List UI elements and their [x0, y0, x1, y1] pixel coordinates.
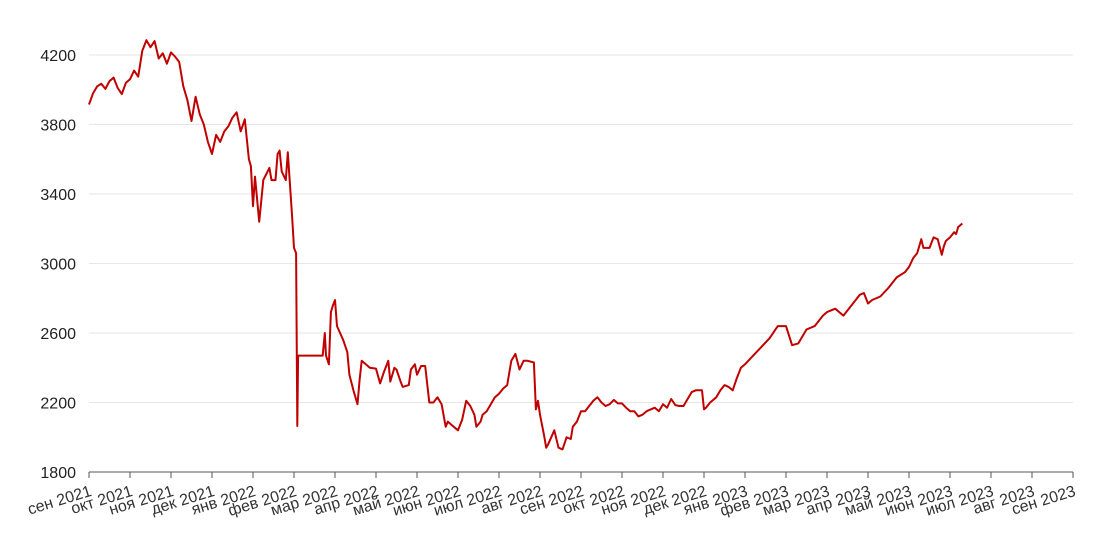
y-tick-label: 1800: [40, 465, 76, 482]
series-line: [88, 39, 963, 451]
y-axis-labels: 1800 2200 2600 3000 3400 3800 4200: [40, 48, 76, 482]
y-tick-label: 3000: [40, 257, 76, 274]
y-tick-label: 3800: [40, 118, 76, 135]
y-tick-label: 2200: [40, 396, 76, 413]
y-tick-label: 2600: [40, 326, 76, 343]
y-tick-label: 4200: [40, 48, 76, 65]
x-axis-ticks: [88, 472, 1074, 478]
grid-lines: [89, 54, 1073, 403]
y-tick-label: 3400: [40, 187, 76, 204]
